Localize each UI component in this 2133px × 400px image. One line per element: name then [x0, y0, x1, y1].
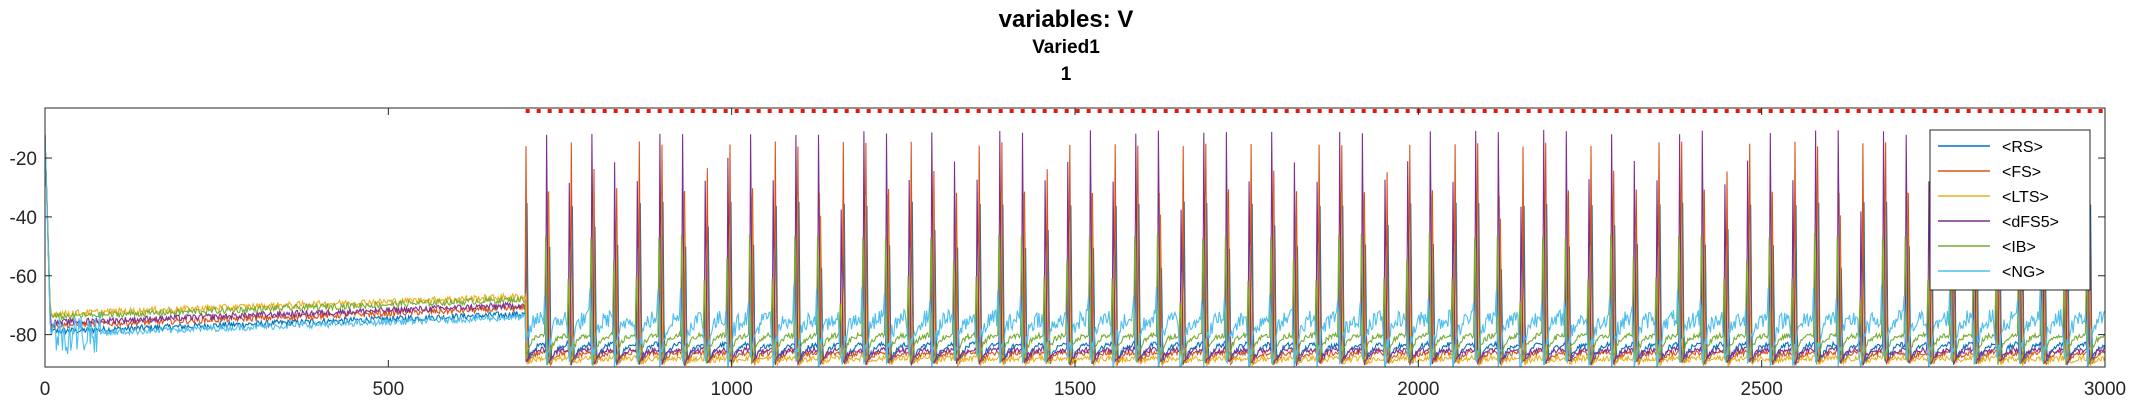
y-tick-label: -80 [10, 326, 37, 347]
axes-layer: 0 500 1000 1500 2000 2500 3000 -20 -40 -60 -80 [10, 108, 2126, 400]
series-line-dfs5 [45, 129, 2105, 367]
series-line-ng [45, 134, 2105, 367]
x-tick-label: 2000 [1397, 379, 1439, 400]
y-tick-label: -20 [10, 149, 37, 170]
legend: <RS> <FS> <LTS> <dFS5> <IB> <NG> [1929, 129, 2091, 291]
series-line-rs [45, 134, 2105, 365]
x-tick-label: 1000 [711, 379, 753, 400]
legend-label: <dFS5> [2002, 214, 2059, 231]
chart-subtitle-line-1: Varied1 [1032, 37, 1100, 58]
legend-label: <RS> [2002, 139, 2043, 156]
y-tick-label: -40 [10, 208, 37, 229]
legend-box [1929, 129, 2091, 291]
chart-title: variables: V [999, 6, 1134, 33]
series-line-ib [45, 134, 2105, 366]
x-tick-label: 1500 [1054, 379, 1096, 400]
plot-lines [45, 129, 2105, 367]
x-tick-label: 0 [40, 379, 51, 400]
y-tick-label: -60 [10, 267, 37, 288]
x-tick-label: 3000 [2084, 379, 2126, 400]
x-tick-label: 500 [372, 379, 404, 400]
legend-label: <FS> [2002, 164, 2041, 181]
legend-label: <LTS> [2002, 189, 2049, 206]
legend-label: <IB> [2002, 239, 2036, 256]
chart-subtitle-line-2: 1 [1061, 64, 1072, 85]
x-tick-label: 2500 [1741, 379, 1783, 400]
series-line-lts [45, 134, 2105, 367]
legend-label: <NG> [2002, 264, 2045, 281]
